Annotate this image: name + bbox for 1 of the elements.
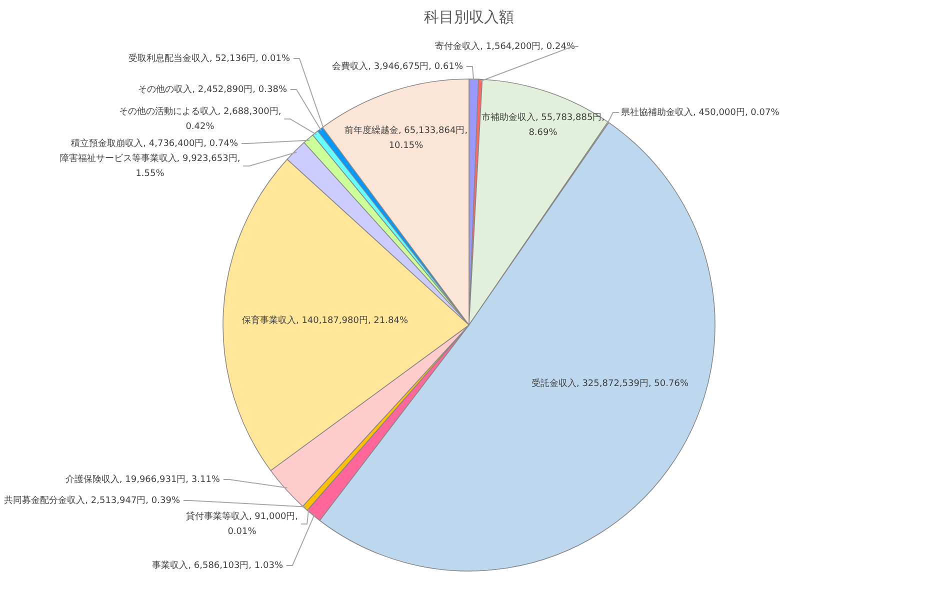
title: 科目別収入額 <box>424 8 514 26</box>
